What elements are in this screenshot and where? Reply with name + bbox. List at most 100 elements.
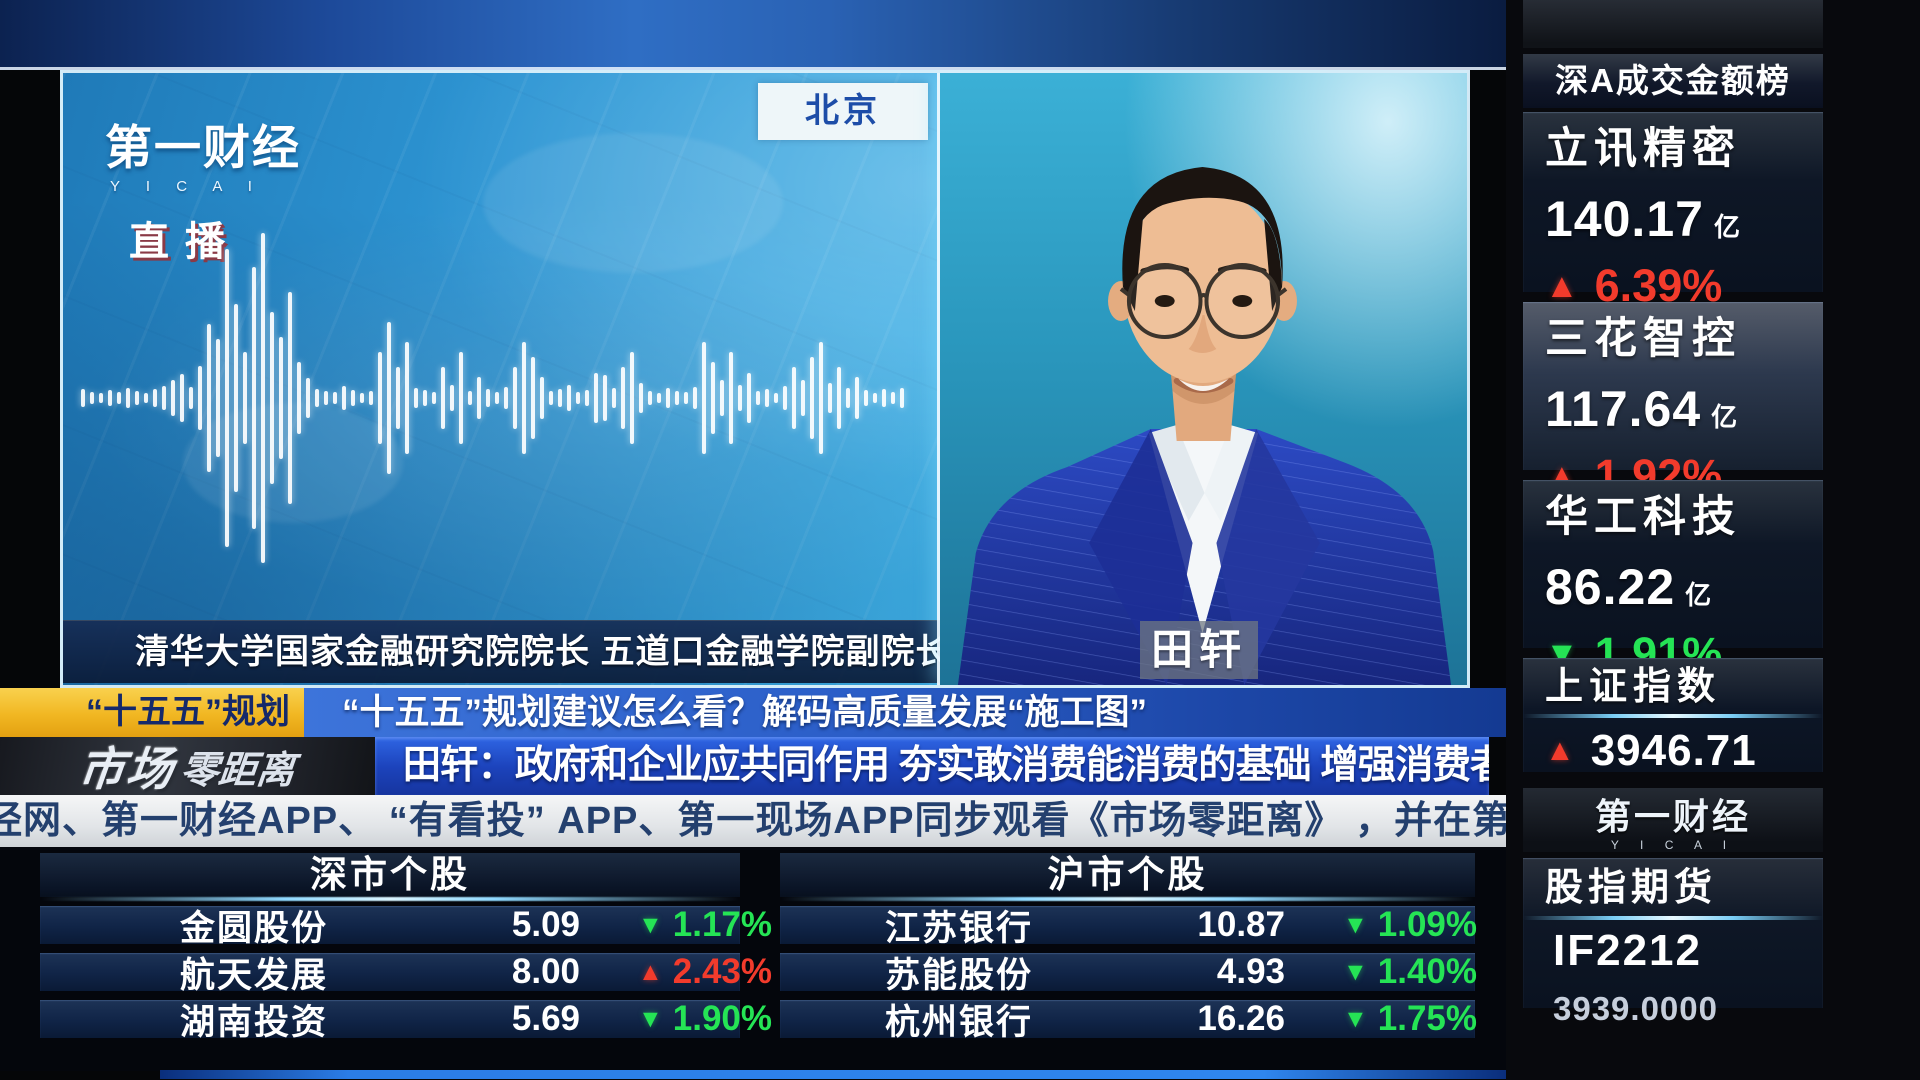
- shenzhen-stocks-table: 深市个股 金圆股份 5.09 ▼ 1.17% 航天发展 8.00 ▲ 2.43%…: [40, 853, 772, 1042]
- sidebar-title: 深A成交金额榜: [1523, 54, 1823, 108]
- waveform-bar: [801, 380, 805, 416]
- topic-title: “十五五”规划建议怎么看？解码高质量发展“施工图”: [304, 688, 1506, 737]
- waveform-bar: [351, 390, 355, 406]
- stock-name: 苏能股份: [885, 955, 1034, 995]
- waveform-bar: [891, 392, 895, 404]
- guest-portrait: 田轩: [937, 73, 1467, 685]
- waveform-bar: [81, 389, 85, 407]
- divider-flare: [1523, 916, 1823, 920]
- topic-tag: “十五五”规划: [0, 688, 304, 737]
- waveform-bar: [396, 367, 400, 429]
- stock-price: 5.69: [511, 999, 580, 1038]
- change-percent: 1.75%: [1377, 999, 1477, 1038]
- yicai-logo-en: Y I C A I: [1610, 838, 1736, 852]
- waveform-bar: [189, 387, 193, 409]
- stock-price: 16.26: [1197, 999, 1285, 1038]
- waveform-bar: [621, 367, 625, 429]
- index-change: ▲ 3946.71: [1545, 726, 1823, 776]
- turnover-value-row: 140.17 亿: [1545, 190, 1823, 248]
- video-frame: 第一财经 Y I C A I 直播 北京 清华大学国家金融研究院院长 五道口金融…: [60, 70, 1470, 688]
- change-percent: 1.17%: [672, 905, 772, 944]
- yicai-logo-cn: 第一财经: [105, 121, 301, 174]
- waveform-bar: [657, 393, 661, 403]
- waveform-bar: [477, 377, 481, 419]
- headline-row: 市场 零距离 田轩：政府和企业应共同作用 夯实敢消费能消费的基础 增强消费者消费…: [0, 737, 1506, 795]
- waveform-bar: [792, 367, 796, 429]
- change-percent: 1.40%: [1377, 952, 1477, 991]
- sidebar-yicai-logo: 第一财经 Y I C A I: [1523, 788, 1823, 852]
- turnover-value: 86.22: [1545, 559, 1676, 615]
- market-sidebar: 深A成交金额榜 立讯精密 140.17 亿 ▲ 6.39% 三花智控 117.6…: [1506, 0, 1920, 1080]
- yicai-logo-cn: 第一财经: [1594, 796, 1751, 837]
- yicai-logo-en: Y I C A I: [110, 178, 263, 195]
- waveform-bar: [495, 392, 499, 404]
- topic-row: “十五五”规划 “十五五”规划建议怎么看？解码高质量发展“施工图”: [0, 688, 1506, 737]
- table-row: 湖南投资 5.69 ▼ 1.90%: [40, 999, 772, 1042]
- waveform-bar: [756, 391, 760, 405]
- change-arrow-icon: ▼: [638, 1004, 663, 1033]
- guest-portrait-illustration: [940, 73, 1467, 685]
- headline-text: 田轩：政府和企业应共同作用 夯实敢消费能消费的基础 增强消费者消费意愿: [375, 737, 1490, 795]
- stock-price: 4.93: [1216, 952, 1285, 991]
- table-row: 杭州银行 16.26 ▼ 1.75%: [780, 999, 1477, 1042]
- location-badge: 北京: [758, 83, 928, 140]
- waveform-bar: [486, 389, 490, 407]
- stock-change: ▲ 2.43%: [638, 952, 772, 992]
- stock-tables-zone: 深市个股 金圆股份 5.09 ▼ 1.17% 航天发展 8.00 ▲ 2.43%…: [0, 847, 1506, 1071]
- waveform-bar: [468, 391, 472, 405]
- waveform-bar: [153, 389, 157, 407]
- sidebar-stock-block: 华工科技 86.22 亿 ▼ 1.91%: [1523, 480, 1823, 679]
- waveform-bar: [306, 378, 310, 418]
- table-row: 航天发展 8.00 ▲ 2.43%: [40, 952, 772, 995]
- waveform-bar: [522, 342, 526, 454]
- waveform-bar: [855, 377, 859, 419]
- change-percent: 1.09%: [1377, 905, 1477, 944]
- stock-change: ▼ 1.17%: [638, 905, 772, 945]
- waveform-bar: [774, 393, 778, 403]
- waveform-bar: [333, 392, 337, 404]
- show-logo-part1: 市场: [76, 743, 178, 795]
- waveform-bar: [513, 367, 517, 429]
- waveform-bar: [549, 391, 553, 405]
- turnover-unit: 亿: [1685, 580, 1712, 610]
- stock-name: 航天发展: [180, 955, 329, 995]
- waveform-bar: [144, 393, 148, 403]
- waveform-bar: [216, 339, 220, 457]
- waveform-bar: [810, 357, 814, 439]
- stock-name: 杭州银行: [885, 1002, 1034, 1042]
- waveform-bar: [99, 393, 103, 403]
- waveform-bar: [342, 386, 346, 410]
- change-arrow-icon: ▼: [1343, 957, 1368, 986]
- waveform-bar: [837, 367, 841, 429]
- waveform-bar: [612, 388, 616, 408]
- change-arrow-icon: ▼: [638, 910, 663, 939]
- waveform-bar: [135, 391, 139, 405]
- waveform-bar: [234, 304, 238, 492]
- waveform-bar: [90, 392, 94, 404]
- index-value: 3946.71: [1590, 726, 1757, 775]
- waveform-bar: [432, 392, 436, 404]
- waveform-bar: [684, 392, 688, 404]
- waveform-bar: [405, 342, 409, 454]
- waveform-bar: [162, 386, 166, 410]
- sidebar-stock-block: 三花智控 117.64 亿 ▲ 1.92%: [1523, 302, 1823, 501]
- turnover-unit: 亿: [1711, 402, 1738, 432]
- waveform-bar: [504, 387, 508, 409]
- waveform-bar: [900, 388, 904, 408]
- stock-change: ▼ 1.75%: [1343, 999, 1477, 1039]
- futures-contract: IF2212: [1553, 926, 1702, 975]
- waveform-bar: [540, 377, 544, 419]
- waveform-bar: [423, 390, 427, 406]
- waveform-bar: [270, 312, 274, 484]
- waveform-bar: [243, 352, 247, 444]
- change-arrow-icon: ▲: [1545, 267, 1579, 305]
- waveform-bar: [738, 385, 742, 411]
- waveform-bar: [828, 383, 832, 413]
- waveform-bar: [279, 337, 283, 459]
- waveform-bar: [783, 386, 787, 410]
- waveform-bar: [720, 380, 724, 416]
- shanghai-stocks-table: 沪市个股 江苏银行 10.87 ▼ 1.09% 苏能股份 4.93 ▼ 1.40…: [780, 853, 1477, 1042]
- background-light-blob: [483, 133, 783, 273]
- scrolling-ticker: 经网、第一财经APP、 “有看投” APP、第一现场APP同步观看《市场零距离》…: [0, 795, 1506, 847]
